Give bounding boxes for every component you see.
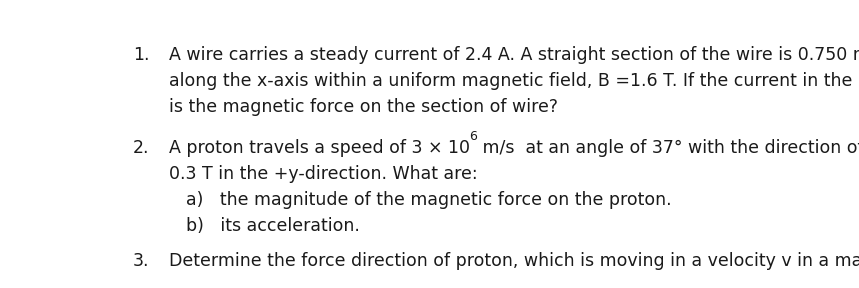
Text: m/s  at an angle of 37° with the direction of magnetic field of: m/s at an angle of 37° with the directio… [478,139,859,157]
Text: 3.: 3. [132,252,149,270]
Text: 2.: 2. [132,139,149,157]
Text: 1.: 1. [132,46,149,64]
Text: along the x-axis within a uniform magnetic field, B =1.6 T. If the current in th: along the x-axis within a uniform magnet… [168,72,859,90]
Text: a)   the magnitude of the magnetic force on the proton.: a) the magnitude of the magnetic force o… [186,191,672,209]
Text: b)   its acceleration.: b) its acceleration. [186,217,360,235]
Text: Determine the force direction of proton, which is moving in a velocity v in a ma: Determine the force direction of proton,… [168,252,859,270]
Text: A wire carries a steady current of 2.4 A. A straight section of the wire is 0.75: A wire carries a steady current of 2.4 A… [168,46,859,64]
Text: 6: 6 [470,130,478,143]
Text: A proton travels a speed of 3 × 10: A proton travels a speed of 3 × 10 [168,139,470,157]
Text: is the magnetic force on the section of wire?: is the magnetic force on the section of … [168,98,557,116]
Text: 0.3 T in the +y-direction. What are:: 0.3 T in the +y-direction. What are: [168,165,478,183]
